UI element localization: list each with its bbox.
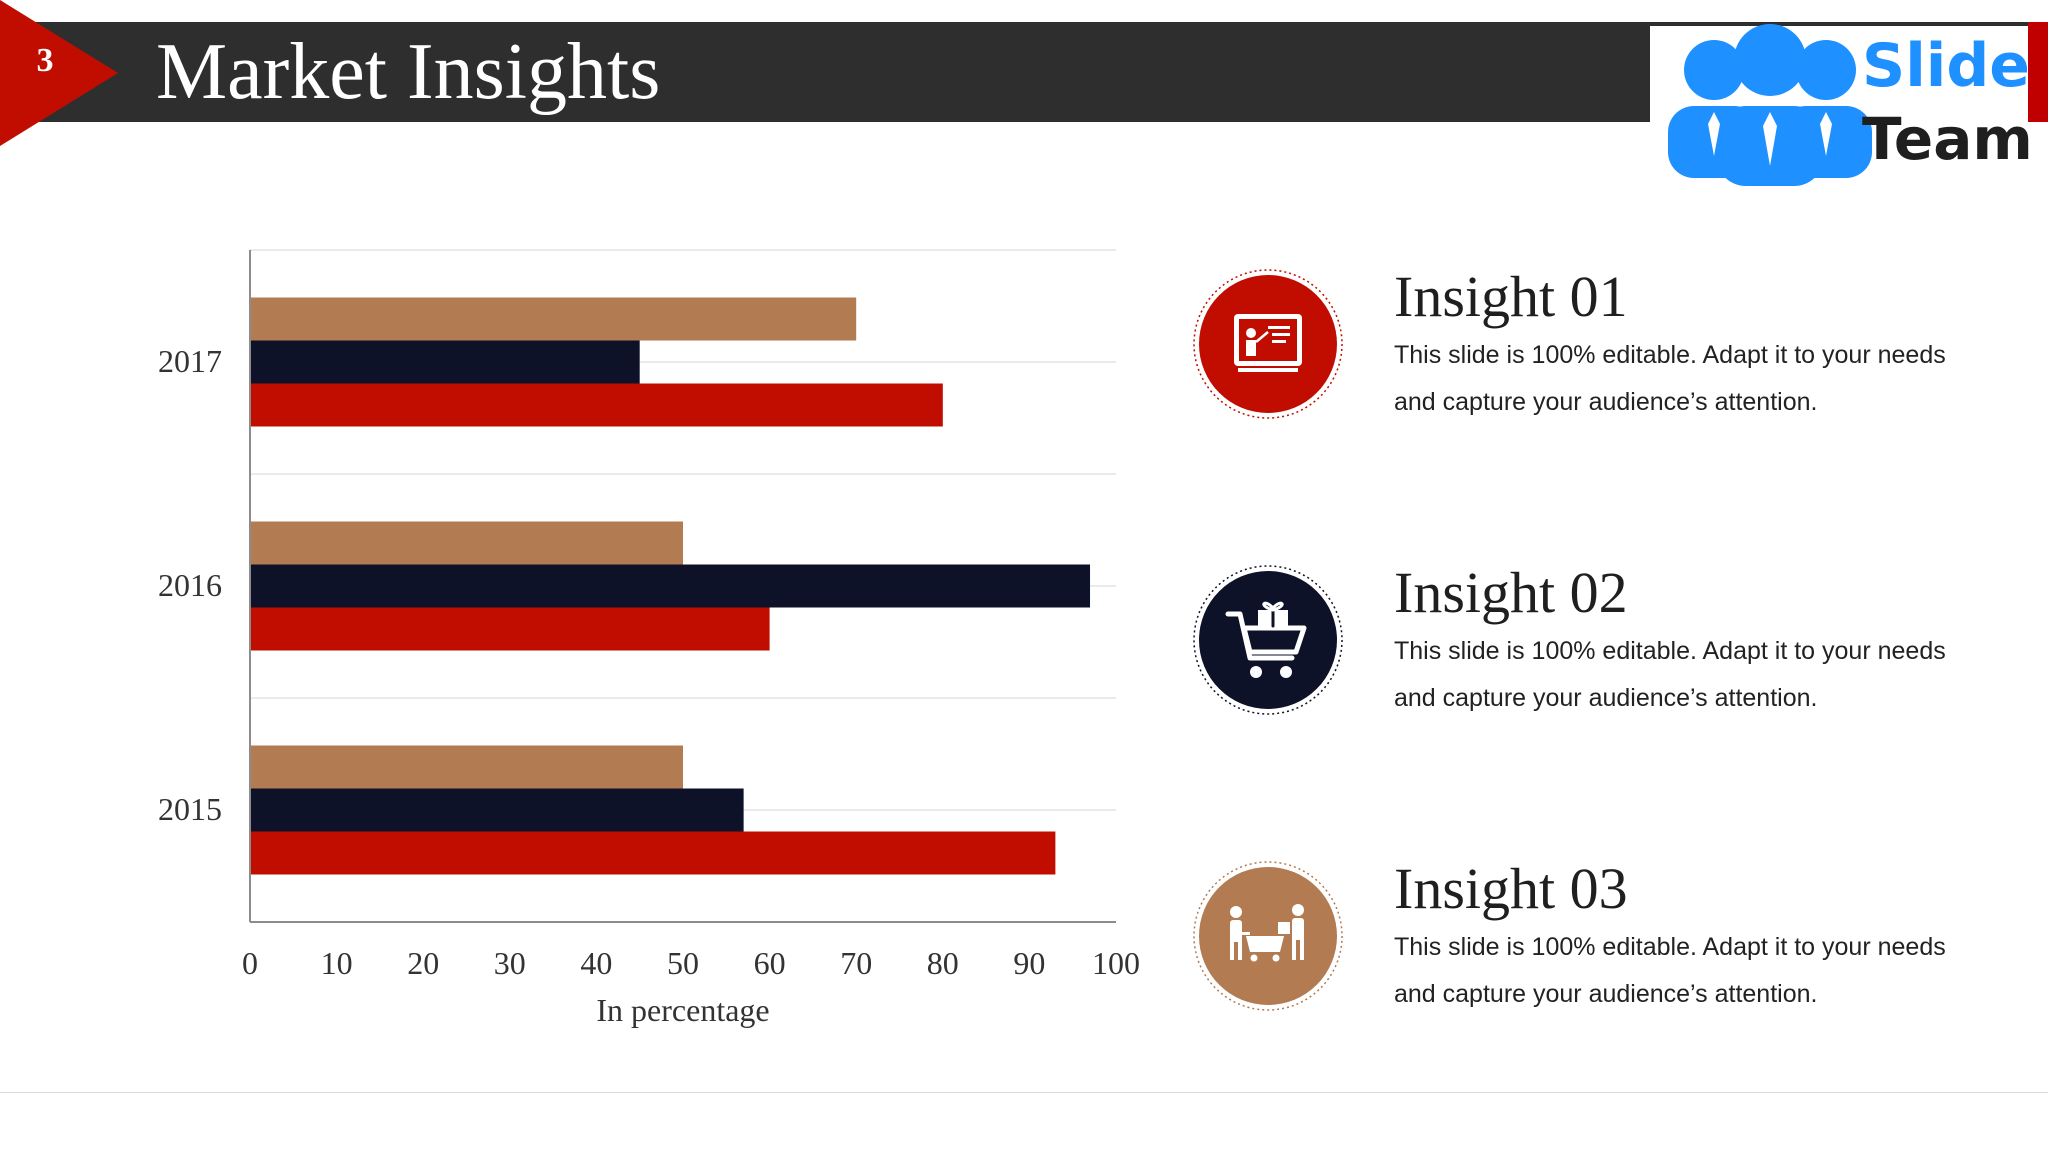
- x-tick-label: 20: [407, 945, 439, 981]
- insight-3-title: Insight 03: [1394, 856, 1628, 921]
- bar-2016-series-1: [250, 607, 770, 651]
- x-tick-label: 90: [1013, 945, 1045, 981]
- logo-word-slide: Slide: [1862, 31, 2030, 101]
- y-tick-label: 2016: [158, 567, 222, 603]
- insight-1-icon-circle: [1193, 269, 1343, 419]
- x-tick-label: 60: [754, 945, 786, 981]
- slide-number-tab: [0, 0, 118, 146]
- y-tick-label: 2017: [158, 343, 222, 379]
- x-tick-label: 80: [927, 945, 959, 981]
- bar-2016-series-2: [250, 564, 1091, 608]
- bar-2017-series-2: [250, 340, 640, 384]
- insight-1-text: This slide is 100% editable. Adapt it to…: [1394, 341, 1946, 416]
- insight-2-icon-circle: [1193, 565, 1343, 715]
- x-tick-label: 50: [667, 945, 699, 981]
- logo-word-team: Team: [1862, 105, 2033, 173]
- x-tick-label: 100: [1092, 945, 1140, 981]
- bar-2017-series-1: [250, 383, 943, 427]
- slide-number: 3: [36, 42, 54, 79]
- x-tick-label: 30: [494, 945, 526, 981]
- page-title: Market Insights: [156, 28, 661, 116]
- insight-1-title: Insight 01: [1394, 264, 1628, 329]
- x-tick-label: 70: [840, 945, 872, 981]
- footer-divider: [0, 1092, 2048, 1093]
- shopping-cart-gift-icon: [1225, 601, 1307, 661]
- shoppers-trolley-icon: [1230, 904, 1304, 962]
- x-tick-label: 0: [242, 945, 258, 981]
- x-tick-label: 40: [580, 945, 612, 981]
- insight-3-text: This slide is 100% editable. Adapt it to…: [1394, 933, 1946, 1008]
- x-axis-title: In percentage: [596, 992, 769, 1028]
- header-accent: [2028, 22, 2048, 122]
- logo-people-icon: [1668, 24, 1872, 186]
- insight-2-title: Insight 02: [1394, 560, 1628, 625]
- bar-2015-series-1: [250, 831, 1056, 875]
- x-tick-label: 10: [321, 945, 353, 981]
- bar-2015-series-3: [250, 745, 683, 789]
- insight-3-icon-circle: [1193, 861, 1343, 1011]
- presentation-board-icon: [1234, 314, 1302, 372]
- bar-chart: 2015 2016 2017 0 10 20 30 40 50 60 70 80 90 100 In p…: [158, 249, 1140, 1028]
- bar-2015-series-2: [250, 788, 744, 832]
- y-tick-label: 2015: [158, 791, 222, 827]
- insight-2-text: This slide is 100% editable. Adapt it to…: [1394, 637, 1946, 712]
- bar-2016-series-3: [250, 521, 683, 565]
- bar-2017-series-3: [250, 297, 857, 341]
